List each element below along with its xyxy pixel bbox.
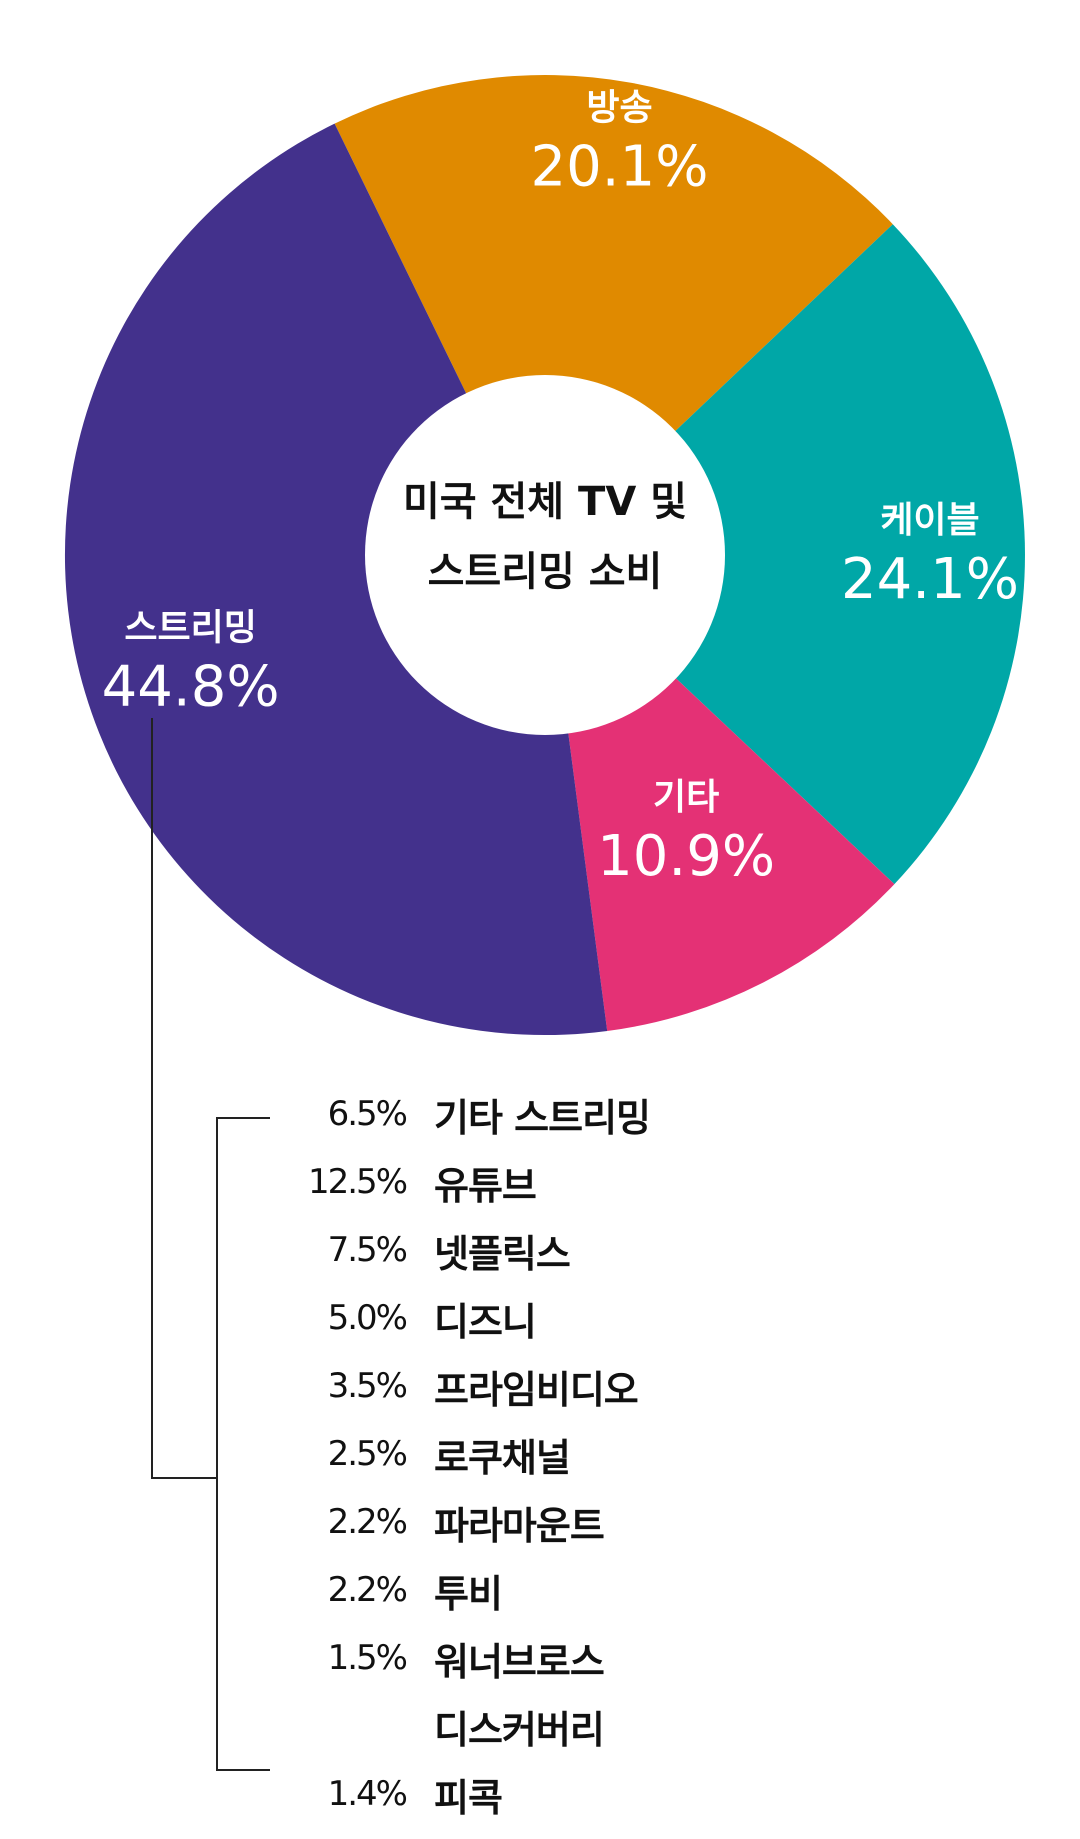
breakdown-percent: 2.5% (327, 1434, 408, 1474)
breakdown-percent: 3.5% (327, 1366, 408, 1406)
pie-slice-0 (334, 75, 893, 555)
breakdown-percent: 2.2% (327, 1502, 408, 1542)
donut-hole (365, 375, 725, 735)
pie-slice-1 (545, 224, 1025, 885)
breakdown-percent: 1.4% (327, 1774, 408, 1814)
pie-slice-3 (64, 123, 608, 1036)
breakdown-service-name: 기타 스트리밍 (434, 1095, 651, 1140)
breakdown-service-name: 넷플릭스 (434, 1231, 571, 1276)
slice-name-label-2: 기타 (653, 777, 719, 818)
breakdown-bracket-stem (151, 718, 217, 1479)
breakdown-row: 2.2% 투비 (270, 1556, 970, 1624)
breakdown-service-name: 파라마운트 (434, 1503, 605, 1548)
slice-value-label-3: 44.8% (102, 655, 280, 720)
breakdown-percent: 2.2% (327, 1570, 408, 1610)
breakdown-percent: 7.5% (327, 1230, 408, 1270)
breakdown-row-continued: 디스커버리 (270, 1692, 970, 1760)
breakdown-percent: 12.5% (307, 1162, 408, 1202)
breakdown-service-name: 투비 (434, 1571, 503, 1616)
breakdown-service-name: 워너브로스 (434, 1639, 605, 1684)
slice-value-label-0: 20.1% (531, 135, 709, 200)
center-label-line1: 미국 전체 TV 및 (403, 479, 687, 525)
breakdown-service-name: 로쿠채널 (434, 1435, 571, 1480)
center-label-line2: 스트리밍 소비 (428, 549, 663, 595)
breakdown-service-name-line2: 디스커버리 (434, 1707, 605, 1752)
breakdown-row: 12.5% 유튜브 (270, 1148, 970, 1216)
slice-name-label-0: 방송 (586, 88, 652, 129)
slice-value-label-1: 24.1% (841, 547, 1019, 612)
breakdown-percent: 5.0% (327, 1298, 408, 1338)
breakdown-row: 1.4% 피콕 (270, 1760, 970, 1828)
breakdown-service-name: 피콕 (434, 1775, 503, 1820)
breakdown-bracket (216, 1117, 270, 1771)
breakdown-service-name: 프라임비디오 (434, 1367, 639, 1412)
breakdown-service-name: 유튜브 (434, 1163, 537, 1208)
breakdown-row: 6.5% 기타 스트리밍 (270, 1080, 970, 1148)
breakdown-service-name: 디즈니 (434, 1299, 537, 1344)
streaming-breakdown-list: 6.5% 기타 스트리밍 12.5% 유튜브 7.5% 넷플릭스 5.0% 디즈니 3.5% 프라… (270, 1080, 970, 1828)
breakdown-row: 3.5% 프라임비디오 (270, 1352, 970, 1420)
slice-name-label-1: 케이블 (880, 500, 979, 541)
breakdown-row: 2.5% 로쿠채널 (270, 1420, 970, 1488)
breakdown-percent: 1.5% (327, 1638, 408, 1678)
breakdown-row: 1.5% 워너브로스 (270, 1624, 970, 1692)
breakdown-row: 2.2% 파라마운트 (270, 1488, 970, 1556)
breakdown-row: 7.5% 넷플릭스 (270, 1216, 970, 1284)
breakdown-percent: 6.5% (327, 1094, 408, 1134)
slice-value-label-2: 10.9% (597, 824, 775, 889)
slice-name-label-3: 스트리밍 (124, 608, 256, 649)
breakdown-row: 5.0% 디즈니 (270, 1284, 970, 1352)
